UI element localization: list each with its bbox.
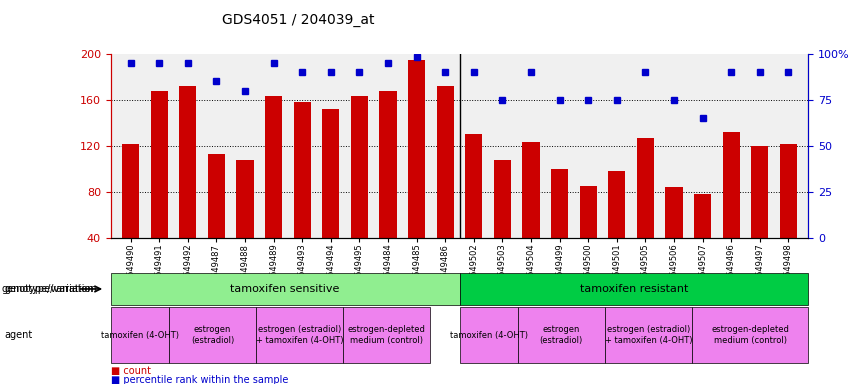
Text: estrogen-depleted
medium (control): estrogen-depleted medium (control) bbox=[348, 325, 426, 345]
Bar bbox=[608, 171, 625, 238]
Bar bbox=[151, 91, 168, 238]
Text: tamoxifen sensitive: tamoxifen sensitive bbox=[231, 284, 340, 294]
Bar bbox=[465, 134, 483, 238]
Text: estrogen (estradiol)
+ tamoxifen (4-OHT): estrogen (estradiol) + tamoxifen (4-OHT) bbox=[605, 325, 692, 345]
Text: ■ count: ■ count bbox=[111, 366, 151, 376]
Bar bbox=[637, 138, 654, 238]
Text: genotype/variation: genotype/variation bbox=[2, 284, 94, 294]
Bar bbox=[694, 194, 711, 238]
Text: tamoxifen resistant: tamoxifen resistant bbox=[580, 284, 688, 294]
Text: tamoxifen (4-OHT): tamoxifen (4-OHT) bbox=[100, 331, 179, 339]
Bar bbox=[208, 154, 225, 238]
Text: estrogen
(estradiol): estrogen (estradiol) bbox=[191, 325, 234, 345]
Bar bbox=[665, 187, 683, 238]
Bar bbox=[580, 186, 597, 238]
Bar bbox=[523, 142, 540, 238]
Bar bbox=[751, 146, 768, 238]
Text: tamoxifen (4-OHT): tamoxifen (4-OHT) bbox=[449, 331, 528, 339]
Bar bbox=[780, 144, 797, 238]
Bar bbox=[180, 86, 197, 238]
Text: GDS4051 / 204039_at: GDS4051 / 204039_at bbox=[221, 13, 374, 27]
Bar bbox=[437, 86, 454, 238]
Text: estrogen-depleted
medium (control): estrogen-depleted medium (control) bbox=[711, 325, 789, 345]
Bar bbox=[494, 160, 511, 238]
Bar bbox=[294, 102, 311, 238]
Bar bbox=[122, 144, 140, 238]
Text: ■ percentile rank within the sample: ■ percentile rank within the sample bbox=[111, 375, 288, 384]
Bar bbox=[380, 91, 397, 238]
Bar bbox=[265, 96, 283, 238]
Bar bbox=[722, 132, 740, 238]
Bar bbox=[351, 96, 368, 238]
Bar bbox=[551, 169, 568, 238]
Text: agent: agent bbox=[4, 330, 32, 340]
Text: genotype/variation: genotype/variation bbox=[4, 284, 97, 294]
Bar bbox=[237, 160, 254, 238]
Text: estrogen (estradiol)
+ tamoxifen (4-OHT): estrogen (estradiol) + tamoxifen (4-OHT) bbox=[256, 325, 343, 345]
Text: estrogen
(estradiol): estrogen (estradiol) bbox=[540, 325, 583, 345]
Bar bbox=[323, 109, 340, 238]
Bar bbox=[408, 60, 426, 238]
